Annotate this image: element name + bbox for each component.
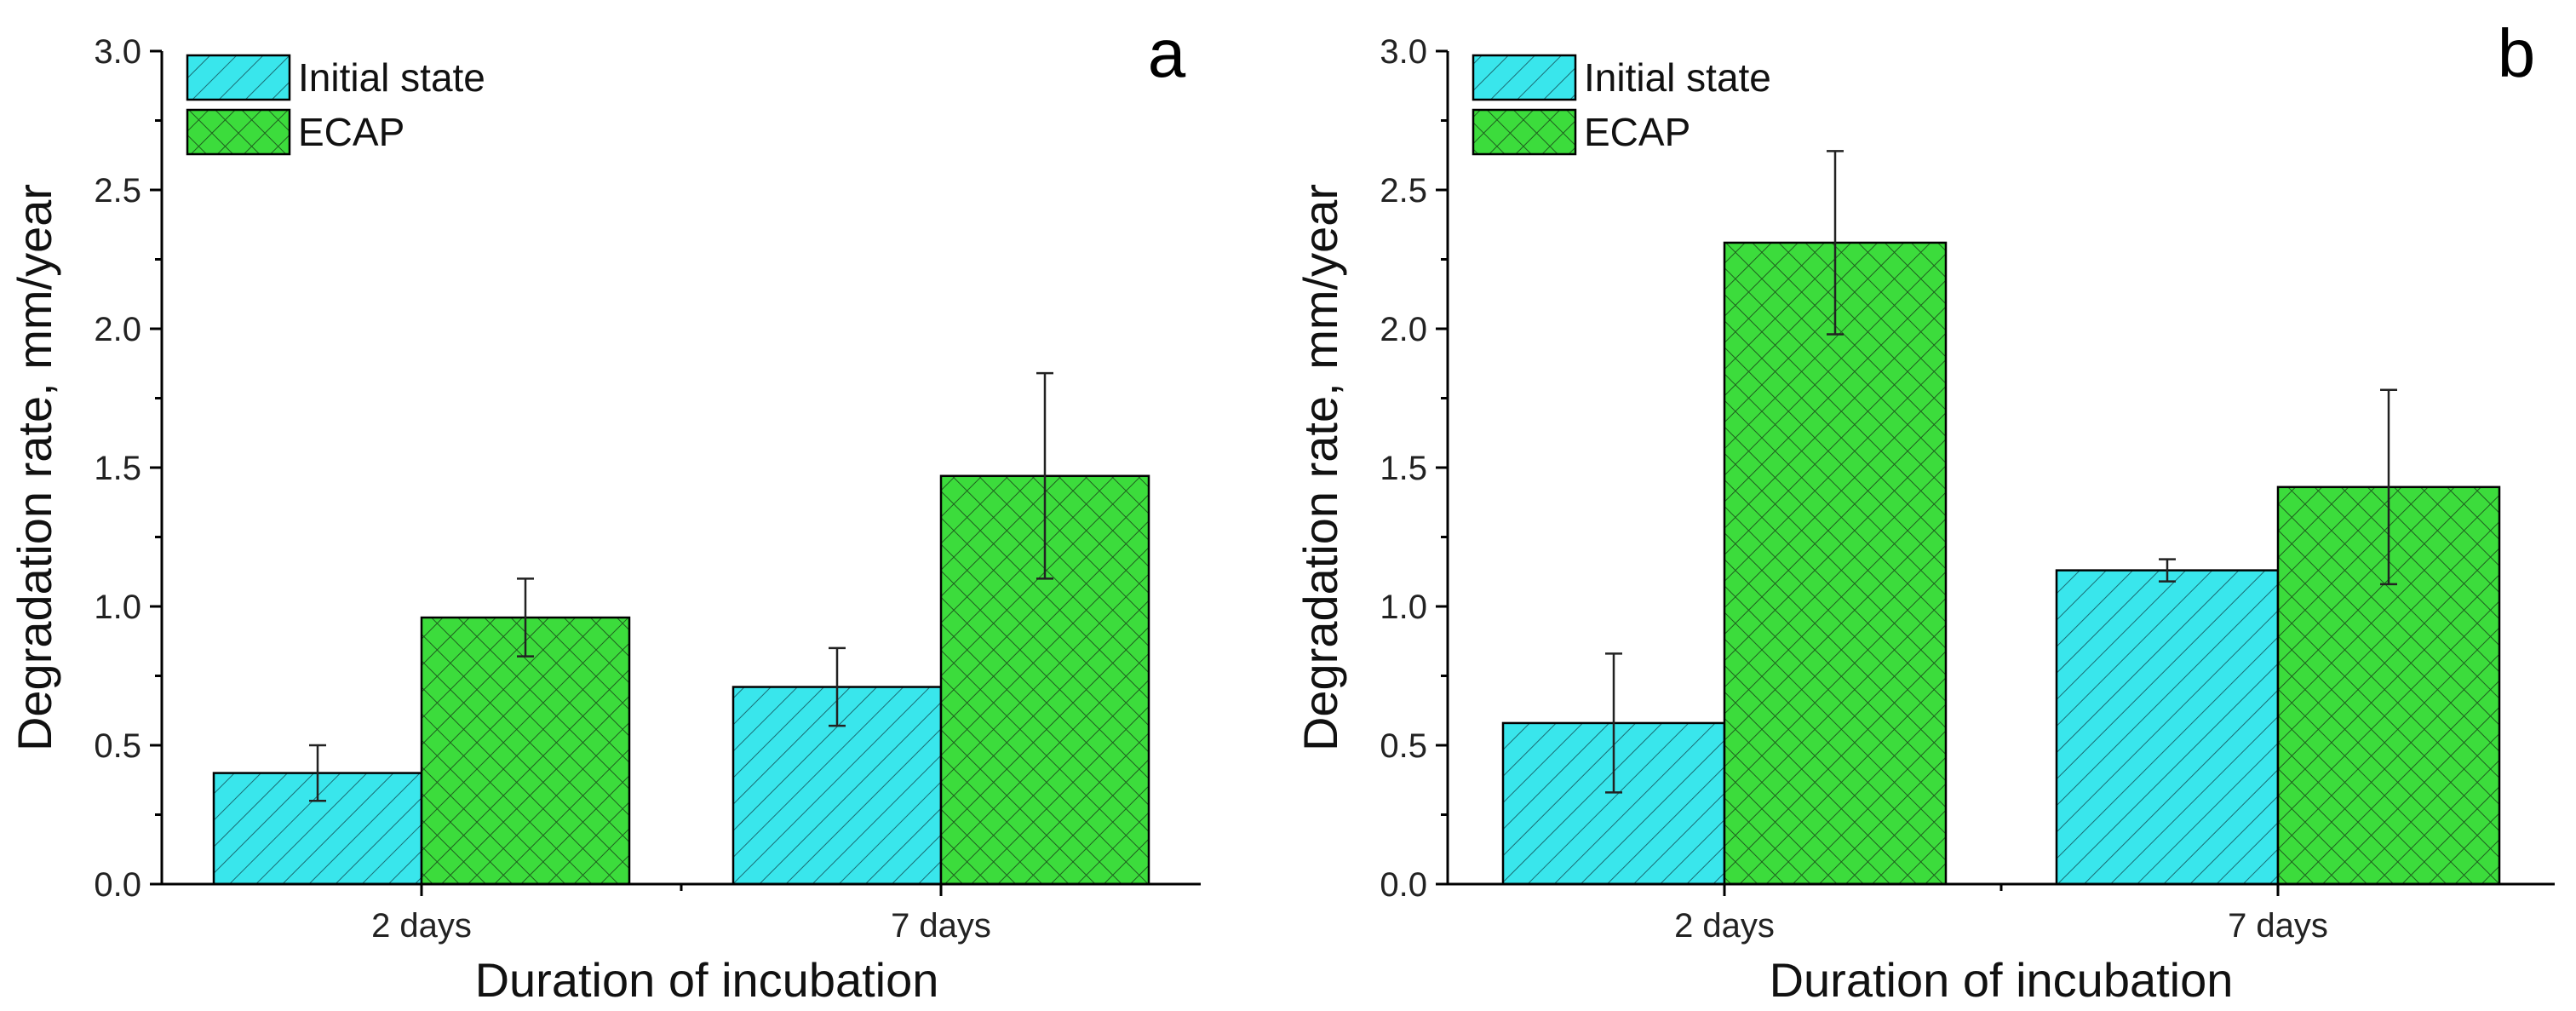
y-tick-label: 2.0 (1380, 311, 1427, 348)
y-tick-label: 0.0 (94, 866, 141, 904)
y-axis-title: Degradation rate, mm/year (1294, 184, 1347, 751)
legend-swatch (1472, 54, 1577, 101)
legend-label: Initial state (298, 55, 485, 100)
bar (2055, 569, 2280, 886)
y-tick-label: 1.0 (94, 589, 141, 626)
y-tick-label: 3.0 (1380, 33, 1427, 71)
y-tick-label: 2.5 (1380, 172, 1427, 210)
x-tick-label: 2 days (1674, 907, 1775, 945)
legend-swatch (186, 54, 291, 101)
y-tick-label: 1.0 (1380, 589, 1427, 626)
y-tick-label: 2.5 (94, 172, 141, 210)
panel-b: 0.0 0.5 1.0 1.5 2.0 2.5 3.0 2 days 7 days Degrada… (1294, 15, 2555, 1007)
x-axis-title: Duration of incubation (1770, 953, 2234, 1007)
x-tick-label: 7 days (2228, 907, 2328, 945)
panel-label: b (2498, 15, 2536, 91)
panel-label: a (1148, 15, 1186, 91)
y-tick-label: 2.0 (94, 311, 141, 348)
panel-a: 0.0 0.5 1.0 1.5 2.0 2.5 3.0 2 days 7 days Degrada… (8, 15, 1201, 1007)
bar (420, 616, 631, 886)
y-tick-label: 0.5 (94, 727, 141, 765)
legend-label: ECAP (298, 110, 404, 154)
x-axis-title: Duration of incubation (475, 953, 939, 1007)
legend-label: Initial state (1584, 55, 1771, 100)
y-tick-label: 0.5 (1380, 727, 1427, 765)
y-tick-label: 1.5 (94, 450, 141, 487)
legend-swatch (186, 108, 291, 156)
x-tick-label: 2 days (371, 907, 472, 945)
y-axis-title: Degradation rate, mm/year (8, 184, 61, 751)
bar (1723, 241, 1948, 886)
legend-swatch (1472, 108, 1577, 156)
legend-label: ECAP (1584, 110, 1690, 154)
y-tick-label: 0.0 (1380, 866, 1427, 904)
y-tick-label: 1.5 (1380, 450, 1427, 487)
x-tick-label: 7 days (891, 907, 991, 945)
y-tick-label: 3.0 (94, 33, 141, 71)
